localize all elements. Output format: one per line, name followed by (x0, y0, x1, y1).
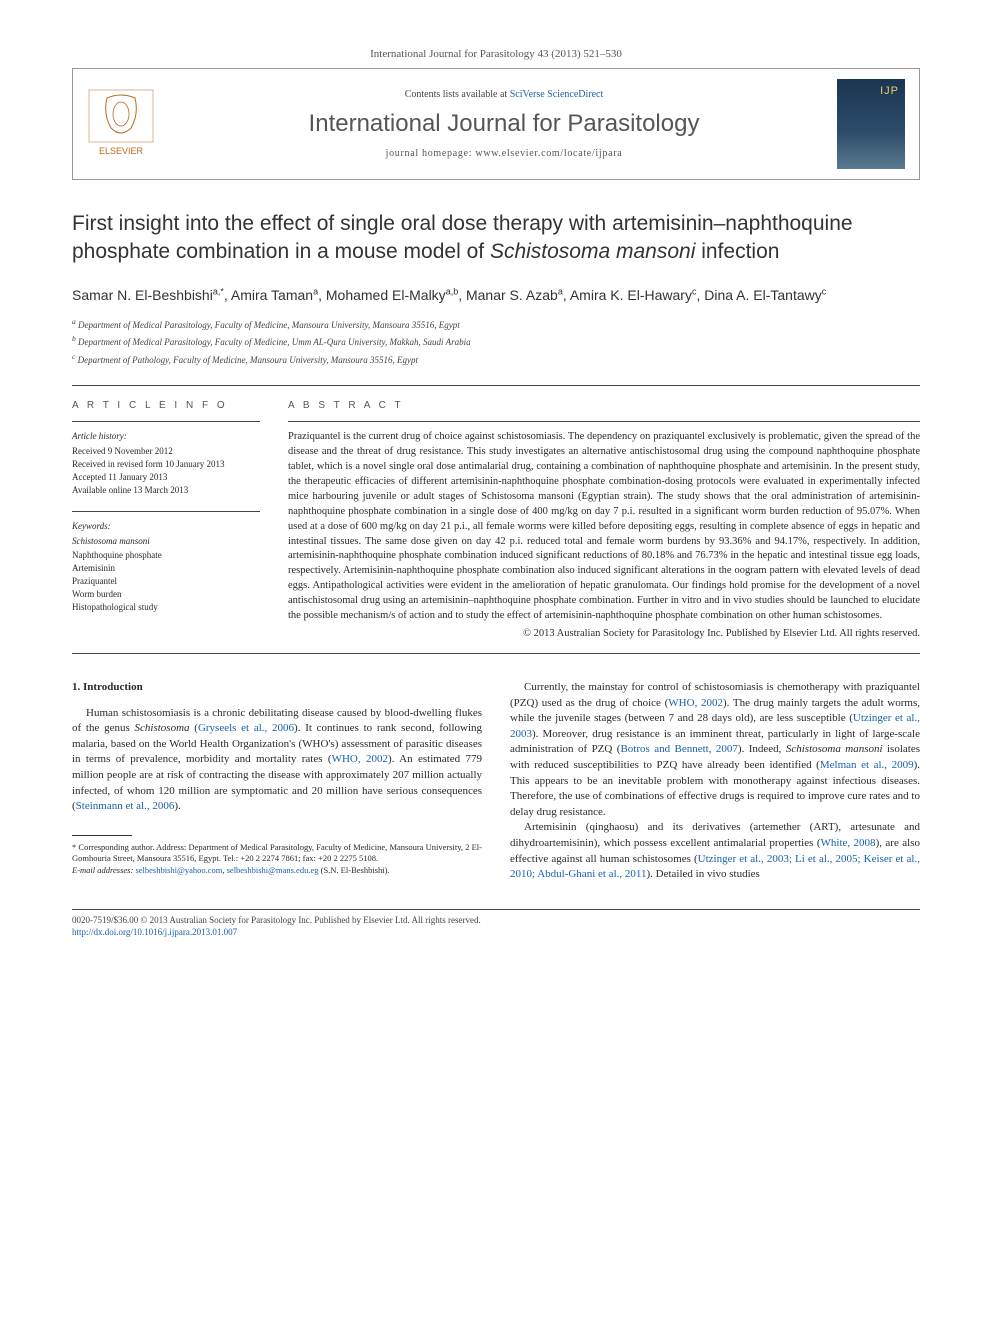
article-title: First insight into the effect of single … (72, 210, 920, 267)
intro-paragraph-3: Artemisinin (qinghaosu) and its derivati… (510, 820, 920, 882)
intro-paragraph-2: Currently, the mainstay for control of s… (510, 680, 920, 820)
footer-bar: 0020-7519/$36.00 © 2013 Australian Socie… (72, 909, 920, 939)
affiliation-c: c Department of Pathology, Faculty of Me… (72, 351, 920, 368)
elsevier-logo: ELSEVIER (87, 88, 155, 160)
footer-copyright: 0020-7519/$36.00 © 2013 Australian Socie… (72, 914, 920, 927)
doi-link[interactable]: http://dx.doi.org/10.1016/j.ijpara.2013.… (72, 927, 237, 937)
section-1-heading: 1. Introduction (72, 680, 482, 696)
article-history-label: Article history: (72, 430, 260, 443)
keyword: Schistosoma mansoni (72, 535, 260, 548)
footnote-divider (72, 835, 132, 836)
abstract-heading: A B S T R A C T (288, 400, 920, 411)
citation-link[interactable]: Gryseels et al., 2006 (198, 722, 294, 734)
body-column-right: Currently, the mainstay for control of s… (510, 680, 920, 883)
svg-text:ELSEVIER: ELSEVIER (99, 146, 144, 156)
citation-link[interactable]: Botros and Bennett, 2007 (620, 743, 737, 755)
keyword: Naphthoquine phosphate (72, 549, 260, 562)
email-link[interactable]: selbeshbishi@mans.edu.eg (227, 865, 319, 875)
affiliation-b: b Department of Medical Parasitology, Fa… (72, 333, 920, 350)
body-column-left: 1. Introduction Human schistosomiasis is… (72, 680, 482, 883)
abstract-column: A B S T R A C T Praziquantel is the curr… (288, 400, 920, 639)
history-revised: Received in revised form 10 January 2013 (72, 458, 260, 471)
abstract-text: Praziquantel is the current drug of choi… (288, 430, 920, 624)
journal-homepage: journal homepage: www.elsevier.com/locat… (171, 148, 837, 159)
author-list: Samar N. El-Beshbishia,*, Amira Tamana, … (72, 285, 920, 306)
article-info-heading: A R T I C L E I N F O (72, 400, 260, 411)
abstract-copyright: © 2013 Australian Society for Parasitolo… (288, 628, 920, 639)
journal-cover-thumbnail (837, 79, 905, 169)
citation-link[interactable]: Melman et al., 2009 (820, 759, 914, 771)
citation-link[interactable]: Steinmann et al., 2006 (76, 800, 175, 812)
keyword: Artemisinin (72, 562, 260, 575)
email-link[interactable]: selbeshbishi@yahoo.com (135, 865, 222, 875)
citation-link[interactable]: White, 2008 (821, 837, 876, 849)
contents-lists-line: Contents lists available at SciVerse Sci… (171, 89, 837, 100)
history-online: Available online 13 March 2013 (72, 484, 260, 497)
keyword: Worm burden (72, 588, 260, 601)
affiliation-a: a Department of Medical Parasitology, Fa… (72, 316, 920, 333)
corresponding-author-footnote: * Corresponding author. Address: Departm… (72, 842, 482, 876)
citation-link[interactable]: WHO, 2002 (332, 753, 388, 765)
keyword: Praziquantel (72, 575, 260, 588)
affiliations: a Department of Medical Parasitology, Fa… (72, 316, 920, 368)
journal-header: ELSEVIER Contents lists available at Sci… (72, 68, 920, 180)
article-info-sidebar: A R T I C L E I N F O Article history: R… (72, 400, 260, 639)
journal-title: International Journal for Parasitology (171, 110, 837, 138)
keywords-label: Keywords: (72, 520, 260, 533)
intro-paragraph-1: Human schistosomiasis is a chronic debil… (72, 706, 482, 815)
history-received: Received 9 November 2012 (72, 445, 260, 458)
journal-reference: International Journal for Parasitology 4… (72, 48, 920, 60)
keyword: Histopathological study (72, 601, 260, 614)
sciencedirect-link[interactable]: SciVerse ScienceDirect (510, 89, 604, 100)
divider (72, 653, 920, 654)
history-accepted: Accepted 11 January 2013 (72, 471, 260, 484)
citation-link[interactable]: WHO, 2002 (668, 697, 723, 709)
